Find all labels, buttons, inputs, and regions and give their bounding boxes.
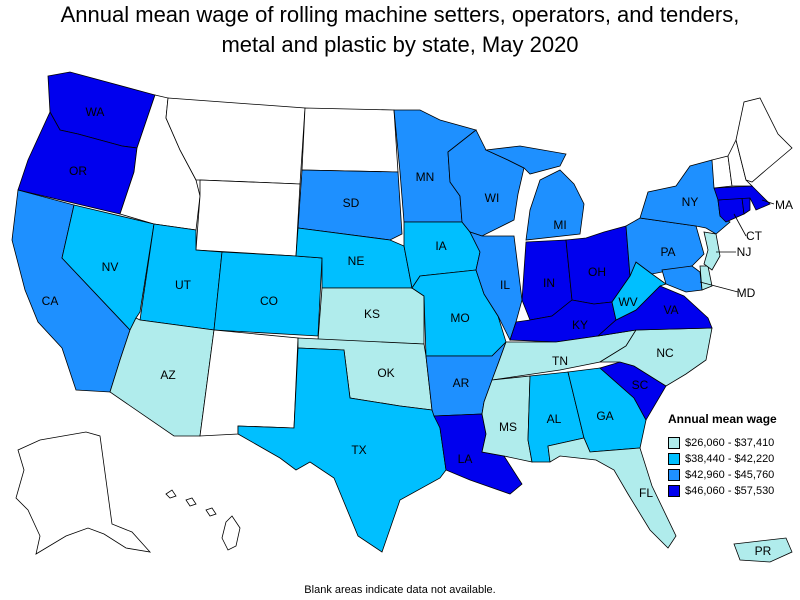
state-KS[interactable] — [317, 287, 425, 345]
label-IA: IA — [435, 239, 446, 253]
label-AZ: AZ — [160, 368, 175, 382]
label-CA: CA — [42, 294, 59, 308]
state-DE[interactable] — [699, 265, 713, 291]
state-SD[interactable] — [297, 169, 403, 241]
label-PR: PR — [755, 544, 772, 558]
label-LA: LA — [458, 452, 473, 466]
legend-label: $26,060 - $37,410 — [685, 437, 775, 449]
state-labels: WA OR CA NV UT AZ CO SD NE KS OK TX MN I… — [42, 105, 793, 558]
footnote: Blank areas indicate data not available. — [304, 584, 496, 596]
state-CT[interactable] — [717, 197, 745, 223]
state-PR[interactable] — [733, 537, 793, 563]
legend-swatch — [668, 453, 680, 465]
legend-item: $38,440 - $42,220 — [668, 451, 800, 467]
map-title-line2: metal and plastic by state, May 2020 — [221, 32, 579, 57]
label-MS: MS — [499, 420, 517, 434]
state-CO[interactable] — [213, 251, 323, 337]
label-TX: TX — [351, 443, 366, 457]
label-SD: SD — [343, 196, 360, 210]
label-OH: OH — [588, 265, 606, 279]
label-NC: NC — [656, 346, 674, 360]
label-WI: WI — [485, 191, 500, 205]
label-KS: KS — [364, 307, 380, 321]
state-NM[interactable] — [199, 329, 299, 437]
label-VA: VA — [663, 303, 678, 317]
label-WV: WV — [618, 295, 637, 309]
label-OR: OR — [69, 164, 87, 178]
label-OK: OK — [377, 366, 394, 380]
legend-label: $38,440 - $42,220 — [685, 453, 775, 465]
label-WA: WA — [86, 105, 105, 119]
label-AL: AL — [547, 412, 562, 426]
label-SC: SC — [632, 378, 649, 392]
label-PA: PA — [660, 245, 675, 259]
legend-item: $42,960 - $45,760 — [668, 467, 800, 483]
label-NV: NV — [102, 260, 119, 274]
state-NH[interactable] — [727, 138, 753, 187]
label-NY: NY — [682, 195, 699, 209]
label-KY: KY — [572, 318, 588, 332]
legend-swatch — [668, 437, 680, 449]
label-NJ: NJ — [737, 245, 752, 259]
state-TX[interactable] — [237, 347, 447, 553]
state-ND[interactable] — [301, 107, 399, 173]
label-MD: MD — [737, 286, 756, 300]
map-title-line1: Annual mean wage of rolling machine sett… — [60, 2, 740, 27]
map-legend: Annual mean wage $26,060 - $37,410 $38,4… — [668, 412, 800, 499]
label-GA: GA — [596, 409, 613, 423]
state-MO[interactable] — [411, 269, 507, 357]
legend-label: $46,060 - $57,530 — [685, 485, 775, 497]
label-MI: MI — [553, 218, 566, 232]
legend-label: $42,960 - $45,760 — [685, 469, 775, 481]
label-AR: AR — [453, 376, 470, 390]
state-AK[interactable] — [15, 431, 152, 555]
state-FL[interactable] — [547, 437, 677, 549]
label-MA: MA — [775, 198, 793, 212]
label-UT: UT — [175, 278, 192, 292]
state-ME[interactable] — [735, 97, 793, 183]
state-MA[interactable] — [713, 185, 771, 211]
label-CO: CO — [260, 294, 278, 308]
label-CT: CT — [746, 229, 763, 243]
label-FL: FL — [639, 486, 653, 500]
state-NJ[interactable] — [703, 231, 721, 271]
label-IN: IN — [543, 276, 555, 290]
label-TN: TN — [552, 354, 568, 368]
state-MI[interactable] — [484, 145, 585, 241]
label-MO: MO — [450, 311, 469, 325]
legend-swatch — [668, 469, 680, 481]
label-NE: NE — [348, 254, 365, 268]
state-HI[interactable] — [165, 489, 241, 551]
label-MN: MN — [416, 170, 435, 184]
state-NC[interactable] — [598, 327, 713, 387]
label-IL: IL — [500, 278, 510, 292]
legend-item: $26,060 - $37,410 — [668, 435, 800, 451]
legend-swatch — [668, 485, 680, 497]
state-MD[interactable] — [661, 265, 703, 293]
state-MS[interactable] — [481, 375, 533, 463]
state-WY[interactable] — [195, 179, 301, 257]
legend-item: $46,060 - $57,530 — [668, 483, 800, 499]
map-title: Annual mean wage of rolling machine sett… — [0, 0, 800, 60]
legend-title: Annual mean wage — [668, 412, 777, 426]
